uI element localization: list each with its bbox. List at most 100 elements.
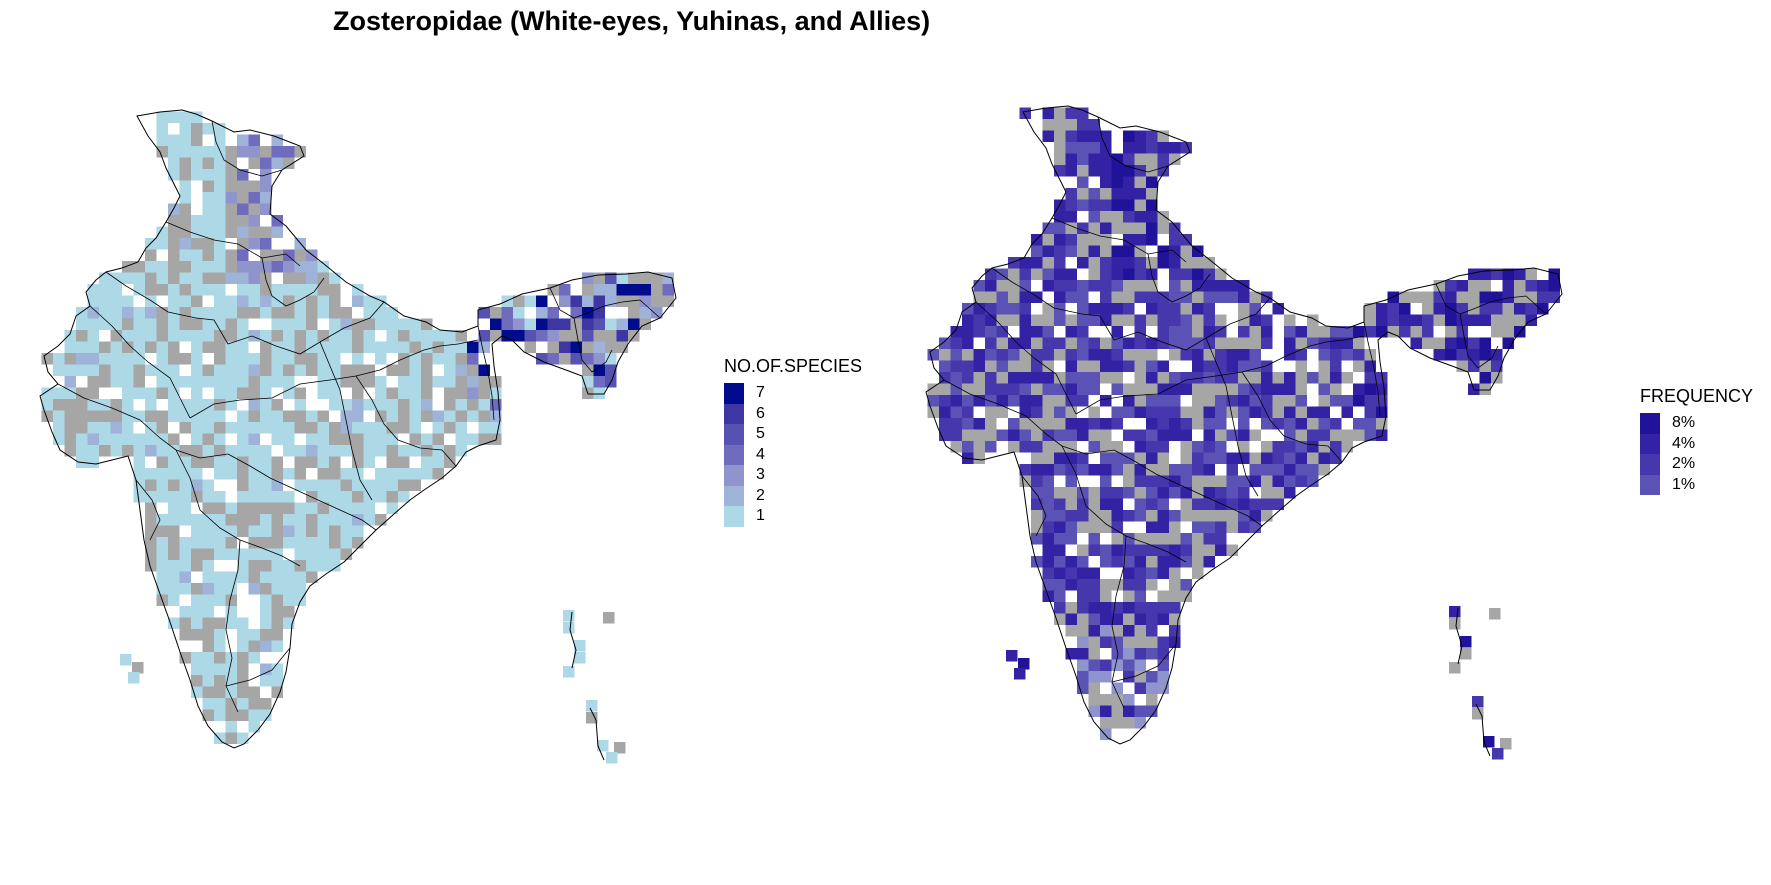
grid-cell	[237, 364, 249, 376]
grid-cell	[168, 537, 180, 549]
state-boundary	[175, 449, 301, 567]
grid-cell	[1249, 314, 1261, 326]
grid-cell	[1318, 418, 1330, 430]
grid-cell	[1100, 245, 1112, 257]
grid-cell	[570, 318, 582, 330]
grid-cell	[271, 606, 283, 618]
grid-cell	[294, 387, 306, 399]
grid-cell	[1180, 257, 1192, 269]
grid-cell	[432, 433, 444, 445]
grid-cell	[1364, 372, 1376, 384]
grid-cell	[1100, 199, 1112, 211]
grid-cell	[340, 330, 352, 342]
grid-cell	[363, 341, 375, 353]
grid-cell	[1157, 533, 1169, 545]
grid-cell	[317, 272, 329, 284]
grid-cell	[1019, 441, 1031, 453]
grid-cell	[1364, 326, 1376, 338]
grid-cell	[1537, 280, 1549, 292]
grid-cell	[1088, 199, 1100, 211]
grid-cell	[294, 284, 306, 296]
grid-cell	[1019, 464, 1031, 476]
grid-cell	[1445, 291, 1457, 303]
grid-cell	[202, 663, 214, 675]
grid-cell	[1433, 337, 1445, 349]
grid-cell	[1249, 383, 1261, 395]
grid-cell	[1111, 625, 1123, 637]
grid-cell	[76, 410, 88, 422]
grid-cell	[214, 445, 226, 457]
grid-cell	[1042, 234, 1054, 246]
grid-cell	[214, 169, 226, 181]
grid-cell	[1100, 556, 1112, 568]
grid-cell	[1134, 613, 1146, 625]
grid-cell	[340, 376, 352, 388]
grid-cell	[191, 663, 203, 675]
grid-cell	[1088, 636, 1100, 648]
grid-cell	[1203, 510, 1215, 522]
grid-cell	[1134, 429, 1146, 441]
grid-cell	[570, 295, 582, 307]
grid-cell	[122, 410, 134, 422]
grid-cell	[168, 617, 180, 629]
grid-cell	[1077, 142, 1089, 154]
grid-cell	[87, 341, 99, 353]
grid-cell	[985, 349, 997, 361]
grid-cell	[271, 353, 283, 365]
grid-cell	[237, 203, 249, 215]
grid-cell	[1157, 498, 1169, 510]
grid-cell	[352, 295, 364, 307]
grid-cell	[237, 663, 249, 675]
grid-cell	[225, 583, 237, 595]
grid-cell	[513, 318, 525, 330]
grid-cell	[1445, 280, 1457, 292]
grid-cell	[1238, 360, 1250, 372]
grid-cell	[1249, 521, 1261, 533]
grid-cell	[1272, 395, 1284, 407]
grid-cell	[1157, 556, 1169, 568]
grid-cell	[260, 364, 272, 376]
grid-cell	[985, 429, 997, 441]
grid-cell	[306, 571, 318, 583]
grid-cell	[1111, 188, 1123, 200]
grid-cell	[133, 284, 145, 296]
grid-cell	[99, 307, 111, 319]
grid-cell	[306, 261, 318, 273]
grid-cell	[1054, 590, 1066, 602]
grid-cell	[122, 376, 134, 388]
grid-cell	[191, 387, 203, 399]
species-legend-swatch	[724, 465, 744, 486]
frequency-legend: FREQUENCY 8% 4% 2% 1%	[1640, 386, 1753, 495]
grid-cell	[179, 445, 191, 457]
grid-cell	[1123, 602, 1135, 614]
grid-cell	[156, 537, 168, 549]
grid-cell	[202, 709, 214, 721]
grid-cell	[1261, 464, 1273, 476]
grid-cell	[329, 468, 341, 480]
grid-cell	[352, 456, 364, 468]
grid-cell	[225, 606, 237, 618]
grid-cell	[1422, 314, 1434, 326]
grid-cell	[1146, 602, 1158, 614]
species-legend-swatch	[724, 424, 744, 445]
state-boundary	[1113, 449, 1263, 527]
grid-cell	[985, 383, 997, 395]
grid-cell	[490, 410, 502, 422]
grid-cell	[191, 341, 203, 353]
grid-cell	[1146, 303, 1158, 315]
grid-cell	[352, 353, 364, 365]
grid-cell	[225, 514, 237, 526]
grid-cell	[1456, 349, 1468, 361]
grid-cell	[1169, 590, 1181, 602]
grid-cell	[1065, 498, 1077, 510]
grid-cell	[1307, 464, 1319, 476]
grid-cell	[363, 491, 375, 503]
grid-cell	[651, 307, 663, 319]
grid-cell	[133, 307, 145, 319]
grid-cell	[283, 445, 295, 457]
grid-cell	[1410, 314, 1422, 326]
grid-cell	[352, 318, 364, 330]
grid-cell	[1479, 383, 1491, 395]
grid-cell	[214, 376, 226, 388]
grid-cell	[1054, 165, 1066, 177]
